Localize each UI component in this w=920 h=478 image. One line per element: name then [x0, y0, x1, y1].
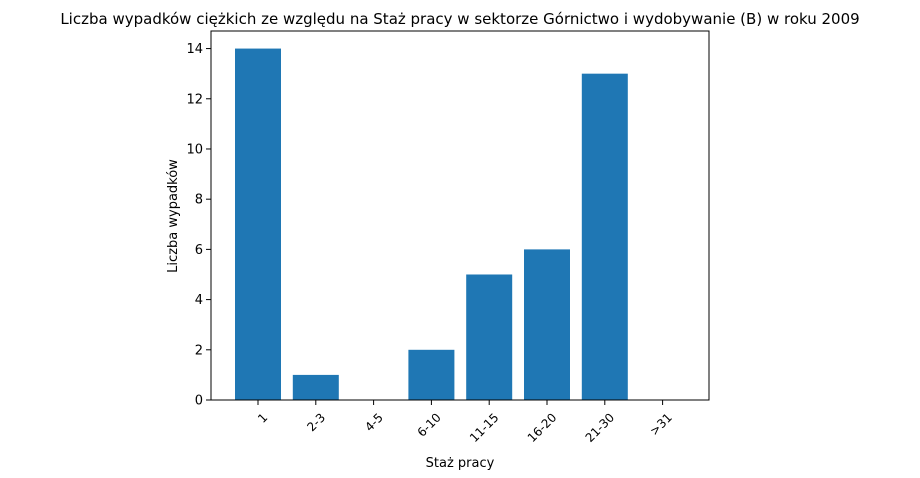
- chart-title: Liczba wypadków ciężkich ze względu na S…: [60, 10, 859, 28]
- x-tick-label: 1: [255, 410, 270, 425]
- y-axis-label: Liczba wypadków: [166, 159, 181, 273]
- x-tick-label: 6-10: [415, 410, 444, 439]
- x-axis: 1 2-3 4-5 6-10 11-15 16-20 21-30 >31: [255, 400, 675, 445]
- x-axis-label: Staż pracy: [426, 456, 495, 471]
- bar: [408, 349, 455, 400]
- bar: [235, 48, 281, 400]
- y-tick-label: 14: [186, 42, 203, 57]
- y-axis: 0 2 4 6 8 10 12 14: [186, 42, 211, 409]
- y-tick-label: 4: [195, 293, 203, 308]
- x-tick-label: 4-5: [362, 410, 386, 434]
- bar: [581, 73, 628, 401]
- bar: [292, 374, 339, 400]
- x-tick-label: 21-30: [583, 410, 618, 445]
- y-tick-label: 8: [195, 193, 203, 208]
- y-tick-label: 6: [195, 243, 203, 258]
- y-tick-label: 0: [195, 394, 203, 409]
- x-tick-label: 2-3: [304, 410, 328, 434]
- y-tick-label: 2: [195, 343, 203, 358]
- x-tick-label: >31: [647, 410, 675, 438]
- x-tick-label: 16-20: [525, 410, 560, 445]
- y-tick-label: 12: [186, 92, 203, 107]
- y-tick-label: 10: [186, 142, 203, 157]
- bars-layer: [235, 48, 628, 401]
- bar: [466, 274, 513, 400]
- plot-frame: [210, 30, 710, 401]
- x-tick-label: 11-15: [467, 410, 502, 445]
- bar: [524, 249, 570, 400]
